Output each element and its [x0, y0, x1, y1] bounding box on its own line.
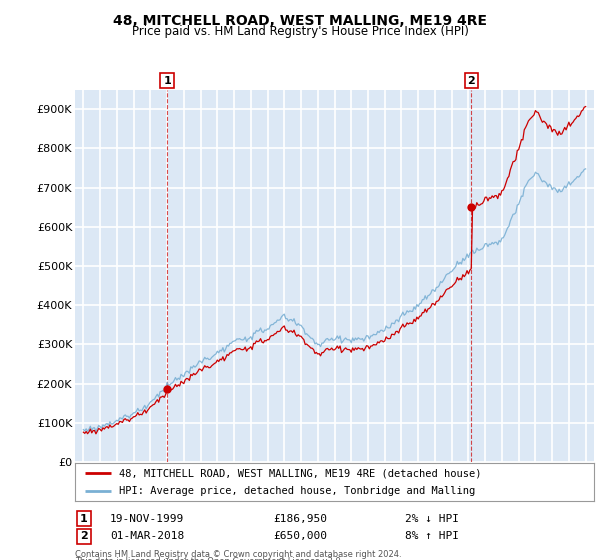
Text: Contains HM Land Registry data © Crown copyright and database right 2024.: Contains HM Land Registry data © Crown c… [75, 550, 401, 559]
Text: 48, MITCHELL ROAD, WEST MALLING, ME19 4RE: 48, MITCHELL ROAD, WEST MALLING, ME19 4R… [113, 14, 487, 28]
Text: 1: 1 [80, 514, 88, 524]
Text: This data is licensed under the Open Government Licence v3.0.: This data is licensed under the Open Gov… [75, 557, 343, 560]
Text: 48, MITCHELL ROAD, WEST MALLING, ME19 4RE (detached house): 48, MITCHELL ROAD, WEST MALLING, ME19 4R… [119, 468, 482, 478]
Text: 2: 2 [467, 76, 475, 86]
Text: 2: 2 [80, 531, 88, 542]
Text: 8% ↑ HPI: 8% ↑ HPI [405, 531, 459, 542]
Text: 2% ↓ HPI: 2% ↓ HPI [405, 514, 459, 524]
Text: Price paid vs. HM Land Registry's House Price Index (HPI): Price paid vs. HM Land Registry's House … [131, 25, 469, 38]
Text: HPI: Average price, detached house, Tonbridge and Malling: HPI: Average price, detached house, Tonb… [119, 486, 475, 496]
Text: 19-NOV-1999: 19-NOV-1999 [110, 514, 184, 524]
Text: £650,000: £650,000 [273, 531, 327, 542]
Text: £186,950: £186,950 [273, 514, 327, 524]
Text: 01-MAR-2018: 01-MAR-2018 [110, 531, 184, 542]
Text: 1: 1 [163, 76, 171, 86]
